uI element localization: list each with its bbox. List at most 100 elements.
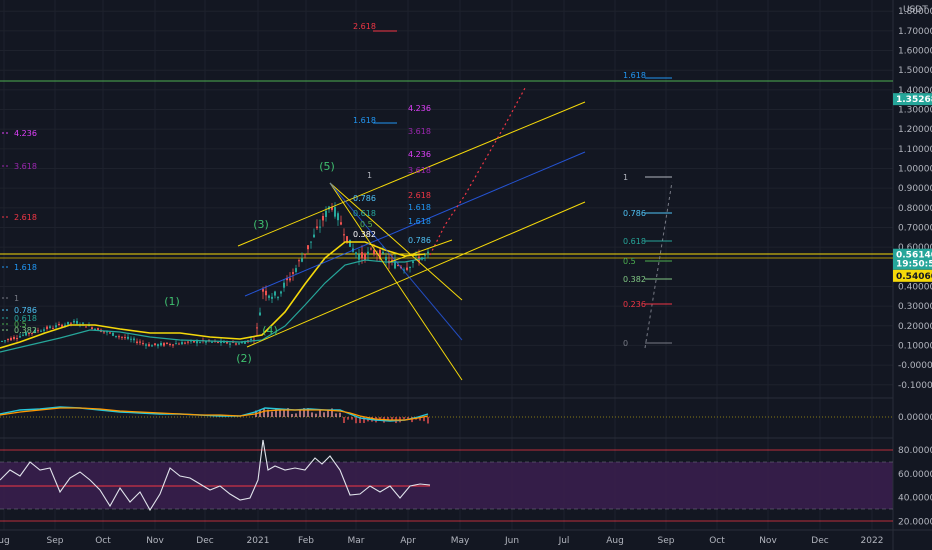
channel-lower[interactable] [246, 201, 586, 348]
fib-left-label: 0.786 [14, 306, 37, 315]
time-tick: Sep [658, 536, 675, 546]
channel-upper[interactable] [237, 101, 586, 247]
rsi-tick: 40.0000 [898, 494, 932, 504]
candle-body [427, 251, 429, 254]
channel-mid[interactable] [244, 151, 586, 297]
candle-body [331, 207, 333, 210]
fib-left-label: 0.618 [14, 314, 37, 323]
candle-body [64, 324, 66, 326]
candle-body [367, 251, 369, 255]
wave-label: (4) [262, 324, 278, 337]
candle-body [241, 342, 243, 344]
candle-body [34, 329, 36, 333]
projection-dotted-red[interactable] [429, 87, 526, 256]
wave-label: (5) [319, 160, 335, 173]
candle-body [91, 327, 93, 329]
candle-body [235, 343, 237, 345]
fib-mid-label: 1.618 [623, 71, 646, 80]
candle-body [295, 268, 297, 272]
candle-body [97, 328, 99, 331]
candle-body [133, 338, 135, 341]
candle-body [262, 289, 264, 292]
candle-body [259, 312, 261, 316]
fib-right-label: 0.236 [623, 300, 646, 309]
rsi-tick: 60.0000 [898, 470, 932, 480]
wave-label: (2) [236, 352, 252, 365]
projection-line-right[interactable] [644, 181, 673, 349]
fib-left-label: 3.618 [14, 162, 37, 171]
price-axis[interactable]: 1.80000 1.70000 1.60000 1.50000 1.40000 1.300… [898, 7, 932, 391]
candle-body [277, 297, 279, 299]
candle-body [424, 254, 426, 256]
price-tag-bg [893, 93, 932, 106]
price-tick: 0.90000 [898, 184, 932, 194]
candle-body [373, 250, 375, 254]
fib-mid-label: 4.236 [408, 104, 431, 113]
macd-bar [343, 417, 345, 423]
fib-mid-label: 0.786 [408, 236, 431, 245]
fib-left-label: 1 [14, 294, 19, 303]
candle-body [250, 338, 252, 340]
macd-panel [0, 408, 893, 424]
price-tick: 0.20000 [898, 322, 932, 332]
fib-mid-label: 0.382 [353, 230, 376, 239]
price-tick: 0.40000 [898, 282, 932, 292]
currency-label: USDT [903, 5, 928, 15]
candle-body [76, 321, 78, 324]
time-tick: 2022 [861, 536, 884, 546]
grid [0, 0, 893, 530]
price-tick: 0.70000 [898, 223, 932, 233]
candle-body [31, 332, 33, 334]
macd-bar [287, 408, 289, 417]
candle-body [370, 248, 372, 250]
macd-bar [307, 408, 309, 417]
macd-tick: 0.00000 [898, 413, 932, 423]
wave-label: (3) [253, 218, 269, 231]
candle-body [346, 236, 348, 243]
candle-body [274, 291, 276, 296]
candle-body [172, 344, 174, 346]
candle-body [349, 239, 351, 247]
price-tick: 1.10000 [898, 145, 932, 155]
candle-body [385, 256, 387, 261]
macd-bar [267, 409, 269, 417]
time-tick: Jul [558, 536, 570, 546]
macd-bar [319, 409, 321, 417]
macd-bar [323, 412, 325, 417]
candle-body [229, 343, 231, 345]
candle-body [16, 338, 18, 340]
fib-right-label: 0.5 [623, 257, 636, 266]
candle-body [406, 267, 408, 270]
candle-body [199, 342, 201, 344]
candle-body [412, 261, 414, 263]
candle-body [268, 295, 270, 298]
candle-body [289, 278, 291, 281]
downtrend-line-3[interactable] [329, 182, 463, 341]
candle-body [409, 266, 411, 268]
fib-mid-label: 1.618 [408, 217, 431, 226]
downtrend-line-1[interactable] [329, 182, 463, 301]
fib-mid-label: 2.618 [353, 22, 376, 31]
time-axis[interactable]: ug Sep Oct Nov Dec 2021 Feb Mar Apr May Jun Jul Aug S… [0, 536, 883, 546]
candle-body [310, 241, 312, 243]
price-tag-bg [893, 257, 932, 270]
price-tick: 1.70000 [898, 27, 932, 37]
candle-body [130, 338, 132, 340]
candle-body [67, 321, 69, 325]
fib-labels: 4.2363.6182.6181.61810.7860.6180.50.3822… [2, 22, 646, 335]
fib-mid-label: 2.618 [408, 191, 431, 200]
candle-body [298, 260, 300, 262]
macd-bar [355, 417, 357, 424]
candle-body [61, 324, 63, 327]
downtrend-line-2[interactable] [329, 182, 463, 381]
rsi-tick: 80.0000 [898, 446, 932, 456]
time-tick: Jun [504, 536, 519, 546]
time-tick: Sep [47, 536, 64, 546]
rsi-axis: 80.0000 60.0000 40.0000 20.0000 [898, 446, 932, 527]
macd-bar [347, 417, 349, 420]
candle-body [391, 259, 393, 261]
candle-body [340, 222, 342, 225]
macd-bar [407, 417, 409, 421]
candle-body [121, 336, 123, 338]
